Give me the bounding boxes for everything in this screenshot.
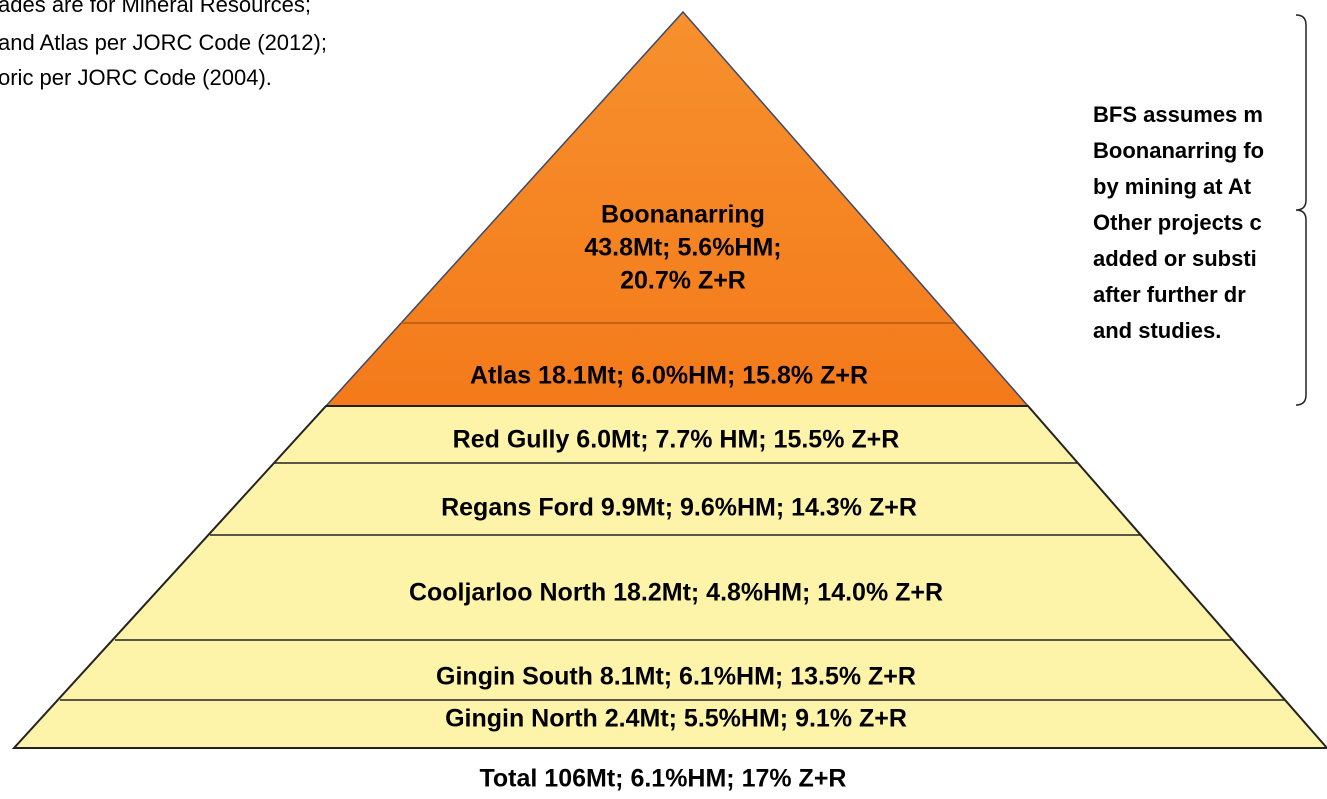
- side-note-line: after further dr: [1093, 282, 1246, 307]
- layer-label: 43.8Mt; 5.6%HM;: [584, 234, 781, 262]
- layer-label: Gingin North 2.4Mt; 5.5%HM; 9.1% Z+R: [445, 705, 907, 733]
- side-note-line: added or substi: [1093, 246, 1257, 271]
- layer-label: Cooljarloo North 18.2Mt; 4.8%HM; 14.0% Z…: [409, 579, 943, 607]
- total-label: Total 106Mt; 6.1%HM; 17% Z+R: [480, 765, 847, 793]
- layer-label: Red Gully 6.0Mt; 7.7% HM; 15.5% Z+R: [453, 426, 900, 454]
- note-line: and Atlas per JORC Code (2012);: [0, 30, 327, 55]
- side-note-line: by mining at At: [1093, 174, 1252, 199]
- layer-label: 20.7% Z+R: [620, 267, 746, 295]
- layer-label: Atlas 18.1Mt; 6.0%HM; 15.8% Z+R: [470, 362, 868, 390]
- layer-label: Gingin South 8.1Mt; 6.1%HM; 13.5% Z+R: [436, 663, 916, 691]
- layer-label: Regans Ford 9.9Mt; 9.6%HM; 14.3% Z+R: [441, 494, 917, 522]
- note-line: ades are for Mineral Resources;: [0, 0, 311, 17]
- side-note-line: and studies.: [1093, 318, 1221, 343]
- side-note-line: Boonanarring fo: [1093, 138, 1264, 163]
- bracket: [1295, 14, 1307, 406]
- side-note-line: Other projects c: [1093, 210, 1262, 235]
- pyramid-base: [11, 405, 1327, 749]
- layer-label: Boonanarring: [601, 201, 765, 229]
- side-note-line: BFS assumes m: [1093, 102, 1263, 127]
- note-line: oric per JORC Code (2004).: [0, 65, 272, 90]
